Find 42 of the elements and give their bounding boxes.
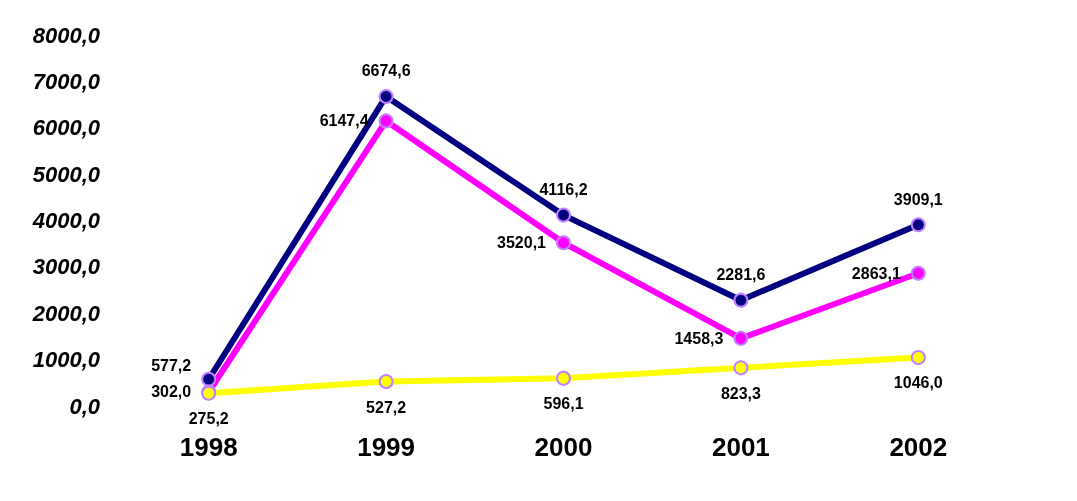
y-tick-label: 3000,0 <box>32 254 101 280</box>
data-label: 275,2 <box>188 410 229 428</box>
point <box>733 292 749 308</box>
y-tick-label: 8000,0 <box>32 22 101 48</box>
y-tick-label: 1000,0 <box>32 347 101 373</box>
point <box>733 360 749 376</box>
data-label: 4116,2 <box>539 181 588 199</box>
y-tick-label: 4000,0 <box>31 208 101 233</box>
data-label: 302,0 <box>151 383 192 401</box>
data-label: 823,3 <box>720 384 762 402</box>
point <box>910 217 926 233</box>
data-label: 6147,4 <box>319 112 369 130</box>
data-label: 527,2 <box>366 398 407 416</box>
x-tick-label: 2002 <box>889 432 948 462</box>
data-label: 577,2 <box>151 356 192 374</box>
data-label: 596,1 <box>543 395 584 413</box>
point <box>378 374 394 390</box>
data-label: 2281,6 <box>716 266 766 284</box>
point <box>556 235 571 251</box>
y-tick-label: 0,0 <box>69 393 101 419</box>
y-tick-label: 7000,0 <box>32 68 101 94</box>
point <box>910 265 926 281</box>
data-label: 1458,3 <box>674 329 724 347</box>
x-tick-label: 1998 <box>179 432 238 462</box>
point <box>733 330 749 346</box>
data-label: 2863,1 <box>851 264 901 282</box>
data-label: 6674,6 <box>361 62 411 80</box>
point <box>910 349 926 365</box>
data-label: 3909,1 <box>893 190 943 208</box>
y-tick-label: 6000,0 <box>32 115 101 141</box>
point <box>378 88 394 104</box>
data-label: 1046,0 <box>893 374 943 392</box>
data-label: 3520,1 <box>497 234 547 252</box>
x-tick-label: 2000 <box>534 432 593 462</box>
point <box>556 207 571 223</box>
y-tick-label: 2000,0 <box>31 300 101 326</box>
x-tick-label: 1999 <box>357 432 416 462</box>
point <box>201 371 217 387</box>
point <box>378 113 394 129</box>
y-tick-label: 5000,0 <box>32 161 101 187</box>
x-tick-label: 2001 <box>711 432 770 462</box>
point <box>556 370 571 386</box>
